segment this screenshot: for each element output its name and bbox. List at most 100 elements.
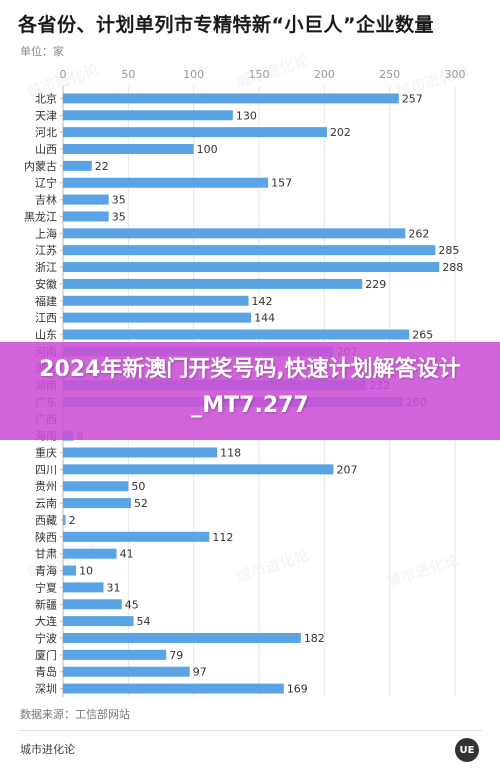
bar (63, 531, 210, 542)
category-label: 青岛 (35, 665, 57, 679)
bar (63, 245, 436, 256)
category-label: 西藏 (35, 514, 57, 527)
page-title: 各省份、计划单列市专精特新“小巨人”企业数量 (18, 14, 434, 36)
data-label: 142 (252, 295, 273, 308)
bar (63, 649, 167, 660)
category-label: 重庆 (35, 446, 57, 460)
data-label: 35 (112, 194, 126, 207)
category-label: 云南 (35, 497, 57, 510)
category-label: 辽宁 (35, 176, 57, 190)
data-label: 202 (330, 126, 351, 139)
bar (63, 312, 252, 323)
data-label: 54 (137, 615, 151, 628)
data-label: 10 (79, 565, 93, 578)
category-label: 贵州 (35, 480, 57, 493)
bar (63, 447, 218, 458)
data-label: 262 (408, 227, 429, 240)
bar (63, 278, 363, 289)
bar (63, 683, 284, 694)
category-label: 上海 (35, 226, 57, 240)
bar (63, 616, 134, 627)
data-label: 22 (95, 160, 109, 173)
category-label: 山西 (35, 143, 57, 156)
category-label: 黑龙江 (24, 210, 57, 223)
category-label: 江苏 (35, 244, 57, 257)
bar (63, 464, 334, 475)
bar (63, 160, 92, 171)
category-label: 福建 (35, 294, 57, 308)
category-label: 深圳 (35, 683, 57, 696)
data-label: 118 (220, 447, 241, 460)
x-tick-label: 100 (183, 68, 204, 81)
category-label: 北京 (35, 91, 57, 105)
category-label: 甘肃 (35, 548, 57, 561)
bar (63, 481, 129, 492)
category-label: 宁夏 (35, 580, 57, 594)
data-label: 35 (112, 210, 126, 223)
bar (63, 177, 269, 188)
bar (63, 582, 104, 593)
x-tick-label: 50 (121, 68, 135, 81)
category-label: 浙江 (35, 261, 57, 274)
data-label: 157 (271, 177, 292, 190)
category-label: 宁波 (35, 631, 57, 645)
category-label: 内蒙古 (24, 159, 57, 173)
category-label: 厦门 (35, 648, 57, 662)
bar (63, 666, 190, 677)
data-label: 45 (125, 598, 139, 611)
bar (63, 599, 122, 610)
overlay-banner (0, 342, 500, 440)
data-label: 2 (69, 514, 76, 527)
data-label: 130 (236, 109, 257, 122)
category-label: 江西 (35, 312, 57, 325)
data-label: 31 (107, 581, 121, 594)
data-label: 112 (212, 531, 233, 544)
bar (63, 228, 406, 239)
city-evolution-logo-icon: UE (455, 738, 479, 762)
x-tick-label: 300 (445, 68, 466, 81)
data-label: 97 (193, 666, 207, 679)
data-source: 数据来源：工信部网站 (20, 708, 130, 721)
data-label: 265 (412, 328, 433, 341)
category-label: 陕西 (35, 530, 57, 544)
category-label: 四川 (35, 463, 57, 476)
data-label: 144 (254, 312, 275, 325)
data-label: 50 (131, 480, 145, 493)
unit-label: 单位：家 (20, 45, 64, 58)
bar (63, 110, 233, 121)
brand-name: 城市进化论 (20, 743, 75, 756)
data-label: 52 (134, 497, 148, 510)
bar (63, 127, 327, 138)
bar (63, 211, 109, 222)
data-label: 100 (197, 143, 218, 156)
bar (63, 262, 440, 273)
data-label: 41 (120, 548, 134, 561)
bar (63, 514, 66, 525)
x-tick-label: 150 (249, 68, 270, 81)
data-label: 79 (169, 649, 183, 662)
data-label: 182 (304, 632, 325, 645)
data-label: 257 (402, 92, 423, 105)
bar (63, 565, 77, 576)
category-label: 安徽 (35, 277, 57, 291)
bar (63, 144, 194, 155)
x-tick-label: 0 (60, 68, 67, 81)
data-label: 285 (438, 244, 459, 257)
data-label: 229 (365, 278, 386, 291)
data-label: 288 (442, 261, 463, 274)
bar (63, 194, 109, 205)
x-tick-label: 200 (314, 68, 335, 81)
footer-divider (18, 730, 482, 731)
overlay-banner-text: 2024年新澳门开奖号码,快速计划解答设计_MT7.277 (39, 357, 461, 418)
category-label: 河北 (35, 126, 57, 139)
data-label: 207 (336, 463, 357, 476)
data-label: 169 (287, 683, 308, 696)
bar (63, 548, 117, 559)
category-label: 青海 (35, 564, 57, 578)
bar (63, 295, 249, 306)
bar (63, 632, 301, 643)
bar (63, 93, 399, 104)
category-label: 大连 (35, 614, 57, 628)
category-label: 山东 (35, 328, 57, 341)
